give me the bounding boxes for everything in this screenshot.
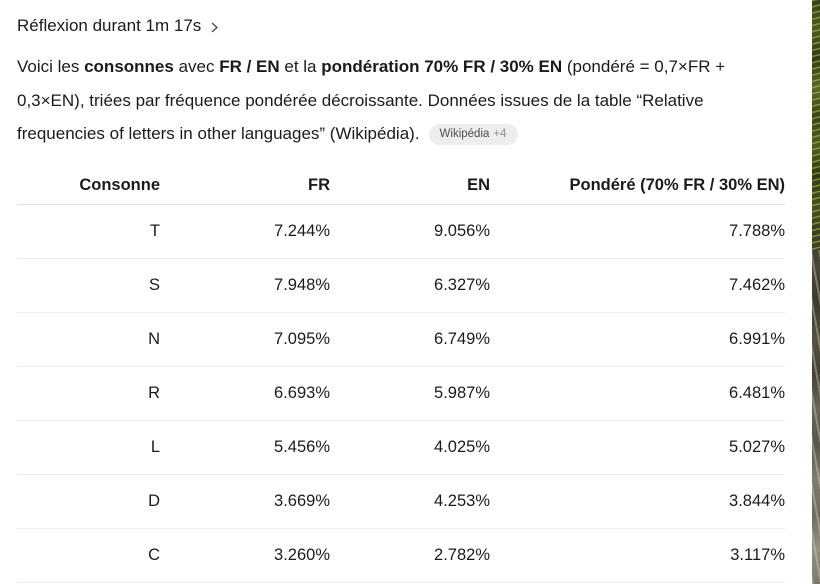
table-cell: 4.025% [330, 420, 490, 475]
table-cell: N [17, 312, 160, 367]
table-cell: 5.987% [330, 366, 490, 421]
citation-more-count: +4 [493, 128, 507, 140]
bold-text-segment: FR / EN [219, 57, 280, 76]
chevron-right-icon [209, 22, 220, 33]
table-row: L 5.456% 4.025% 5.027% [17, 420, 785, 475]
bold-text-segment: consonnes [84, 57, 174, 76]
table-cell: T [17, 204, 160, 259]
table-cell: R [17, 366, 160, 421]
table-cell: 7.462% [490, 258, 785, 313]
message-text: Voici les consonnes avec FR / EN et la p… [17, 57, 725, 143]
column-header: Pondéré (70% FR / 30% EN) [490, 167, 785, 205]
table-cell: 6.991% [490, 312, 785, 367]
table-row: C 3.260% 2.782% 3.117% [17, 528, 785, 583]
table-cell: 7.788% [490, 204, 785, 259]
citation-badge[interactable]: Wikipédia +4 [428, 124, 518, 145]
table-cell: D [17, 474, 160, 529]
text-segment: Voici les [17, 57, 85, 76]
background-photo-strip [812, 0, 820, 584]
column-header: EN [330, 167, 490, 205]
table-cell: 5.027% [490, 420, 785, 475]
table-cell: 6.327% [330, 258, 490, 313]
table-cell: 5.456% [160, 420, 330, 475]
table-cell: 3.260% [160, 528, 330, 583]
table-cell: L [17, 420, 160, 475]
table-cell: 6.749% [330, 312, 490, 367]
table-cell: 7.244% [160, 204, 330, 259]
table-row: N 7.095% 6.749% 6.991% [17, 312, 785, 367]
thinking-label: Réflexion durant 1m 17s [17, 16, 202, 35]
table-cell: 3.669% [160, 474, 330, 529]
table-cell: 6.693% [160, 366, 330, 421]
table-cell: S [17, 258, 160, 313]
text-segment: avec [173, 57, 220, 76]
bold-text-segment: pondération 70% FR / 30% EN [321, 57, 563, 76]
table-cell: 2.782% [330, 528, 490, 583]
table-cell: C [17, 528, 160, 583]
text-segment: (pondéré = 0,7×FR + 0,3×EN), triées par … [17, 57, 726, 143]
column-header: FR [160, 167, 330, 205]
message-paragraph: Voici les consonnes avec FR / EN et la p… [17, 50, 792, 151]
table-row: T 7.244% 9.056% 7.788% [17, 204, 785, 259]
citation-source: Wikipédia [439, 128, 490, 140]
table-row: D 3.669% 4.253% 3.844% [17, 474, 785, 529]
table-cell: 9.056% [330, 204, 490, 259]
table-cell: 6.481% [490, 366, 785, 421]
table-row: R 6.693% 5.987% 6.481% [17, 366, 785, 421]
column-header: Consonne [17, 167, 160, 205]
table-cell: 3.844% [490, 474, 785, 529]
table-header-row: Consonne FR EN Pondéré (70% FR / 30% EN) [17, 167, 785, 205]
table-cell: 4.253% [330, 474, 490, 529]
thinking-toggle[interactable]: Réflexion durant 1m 17s [17, 14, 220, 38]
table-cell: 3.117% [490, 528, 785, 583]
text-segment: et la [279, 57, 322, 76]
table-cell: 7.948% [160, 258, 330, 313]
table-row: S 7.948% 6.327% 7.462% [17, 258, 785, 313]
table-body: T 7.244% 9.056% 7.788% S 7.948% 6.327% 7.462% N 7… [17, 204, 785, 583]
table-cell: 7.095% [160, 312, 330, 367]
